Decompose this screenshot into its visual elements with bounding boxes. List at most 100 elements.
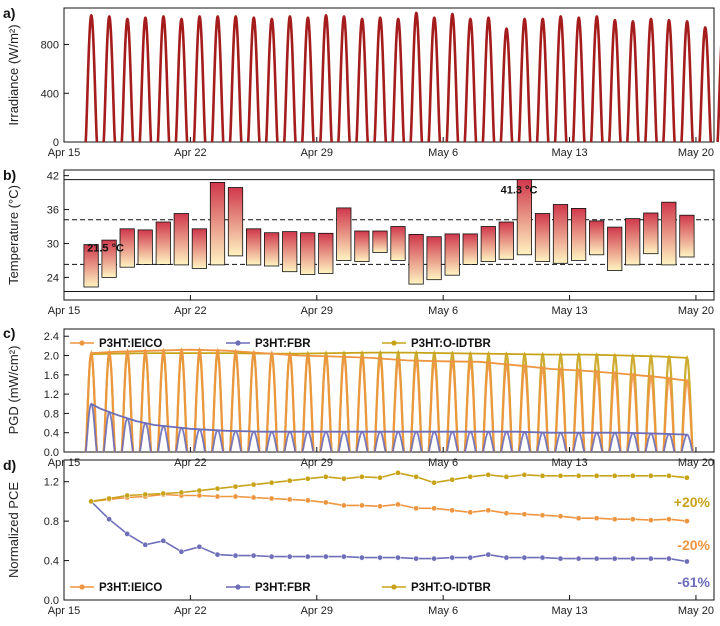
panel-d-ytick-label: 1.2 [44, 477, 59, 489]
pce-data-point [611, 472, 618, 479]
pgd-day-curve [174, 347, 189, 453]
pgd-envelope-line [90, 403, 687, 436]
pgd-day-curve [680, 433, 694, 453]
irradiance-day-curve [463, 17, 478, 143]
irradiance-day-curve [120, 17, 135, 143]
irradiance-day-curve [301, 16, 315, 143]
irradiance-day-curve [608, 18, 622, 143]
temperature-range-bar [209, 181, 226, 266]
panel-b-ytick-label: 30 [47, 238, 59, 250]
irradiance-day-curve [626, 20, 640, 143]
pgd-day-curve [301, 352, 315, 453]
panel-c-ytick-label: 0.8 [44, 408, 59, 420]
pce-data-point [557, 472, 564, 479]
temperature-range-bar [408, 233, 424, 285]
legend-label: P3HT:FBR [255, 582, 311, 594]
pce-data-point [467, 554, 474, 561]
panel-a-ytick-label: 800 [41, 40, 59, 52]
panel-b-ytick-label: 42 [47, 171, 59, 183]
pce-data-point [359, 502, 365, 509]
panel-b-xtick-label: Apr 15 [48, 305, 80, 317]
legend-swatch-marker [235, 340, 241, 346]
pce-data-point [214, 485, 221, 492]
pce-data-point [232, 552, 239, 559]
panel-a-ytick-label: 0 [53, 137, 59, 149]
temperature-range-bar [625, 218, 641, 266]
pce-data-point [214, 551, 221, 558]
irradiance-day-curve [644, 17, 658, 143]
pce-data-point [322, 499, 329, 506]
legend-label: P3HT:FBR [255, 338, 311, 350]
temperature-range-bar [462, 233, 478, 265]
panel-c-xtick-label: May 13 [552, 457, 588, 469]
pce-series-line [90, 500, 688, 563]
temperature-range-bar [498, 221, 514, 260]
pce-data-point [575, 472, 582, 479]
pce-data-point [449, 507, 456, 514]
pgd-day-curve [536, 365, 550, 453]
temperature-range-bar [589, 220, 605, 256]
irradiance-day-curve [138, 16, 153, 143]
pce-data-point [250, 481, 257, 488]
pgd-day-curve [373, 356, 387, 453]
pgd-day-curve [283, 351, 297, 453]
pce-data-point [214, 493, 221, 500]
temperature-range-bar [607, 226, 623, 272]
legend-swatch-marker [391, 584, 397, 590]
irradiance-day-curve [102, 15, 117, 143]
pce-data-point [666, 516, 672, 523]
panel-a-xtick-label: Apr 29 [301, 147, 333, 159]
pce-data-point [467, 509, 474, 516]
irradiance-day-curve [427, 16, 442, 143]
pce-data-point [684, 518, 690, 524]
panel-c-xtick-label: Apr 15 [48, 457, 80, 469]
irradiance-day-curve [319, 14, 333, 143]
panel-c-ylabel: PGD (mW/cm²) [6, 346, 21, 435]
pce-data-point [521, 511, 528, 518]
pce-data-point [666, 555, 672, 562]
pce-data-point [503, 510, 510, 517]
pgd-day-curve [572, 368, 586, 453]
pce-data-point [286, 553, 293, 560]
pce-data-point [304, 475, 311, 482]
temperature-range-bar [263, 232, 280, 267]
pce-data-point [268, 495, 275, 502]
panel-b-xtick-label: Apr 29 [301, 305, 333, 317]
panel-c-ytick-label: 2.4 [44, 331, 59, 343]
panel-a-frame [63, 7, 715, 143]
legend-label: P3HT:IEICO [99, 338, 162, 350]
pce-data-point [232, 483, 239, 490]
pce-data-point [395, 554, 401, 561]
panel-b-xtick-label: Apr 22 [174, 305, 206, 317]
pce-data-point [503, 554, 510, 561]
pce-data-point [142, 491, 149, 498]
pce-data-point [629, 516, 636, 523]
irradiance-day-curve [156, 15, 171, 143]
pce-data-point [160, 490, 167, 497]
pgd-day-curve [192, 346, 207, 453]
pce-data-point [395, 501, 401, 508]
pgd-day-curve [463, 359, 478, 453]
pgd-day-curve [319, 353, 333, 453]
pgd-day-curve [445, 358, 460, 453]
temperature-range-bar [119, 228, 135, 268]
legend-swatch-marker [79, 584, 85, 590]
temperature-range-bar [83, 244, 99, 288]
irradiance-day-curve [228, 15, 243, 143]
pce-data-point [196, 487, 203, 494]
irradiance-day-curve [553, 15, 568, 143]
panel-d-ylabel: Normalized PCE [6, 482, 21, 578]
panel-b-ytick-label: 36 [47, 205, 59, 217]
irradiance-day-curve [373, 16, 388, 143]
pce-data-point [341, 502, 347, 509]
pce-change-label: -20% [677, 537, 710, 553]
pce-data-point [539, 472, 546, 479]
temperature-range-bar [643, 212, 659, 255]
pce-data-point [629, 555, 636, 562]
temperature-range-bar [155, 221, 171, 265]
pce-data-point [232, 493, 239, 500]
pce-data-point [286, 496, 293, 503]
pce-data-point [178, 548, 185, 555]
pce-data-point [593, 515, 600, 522]
pce-data-point [377, 503, 383, 510]
